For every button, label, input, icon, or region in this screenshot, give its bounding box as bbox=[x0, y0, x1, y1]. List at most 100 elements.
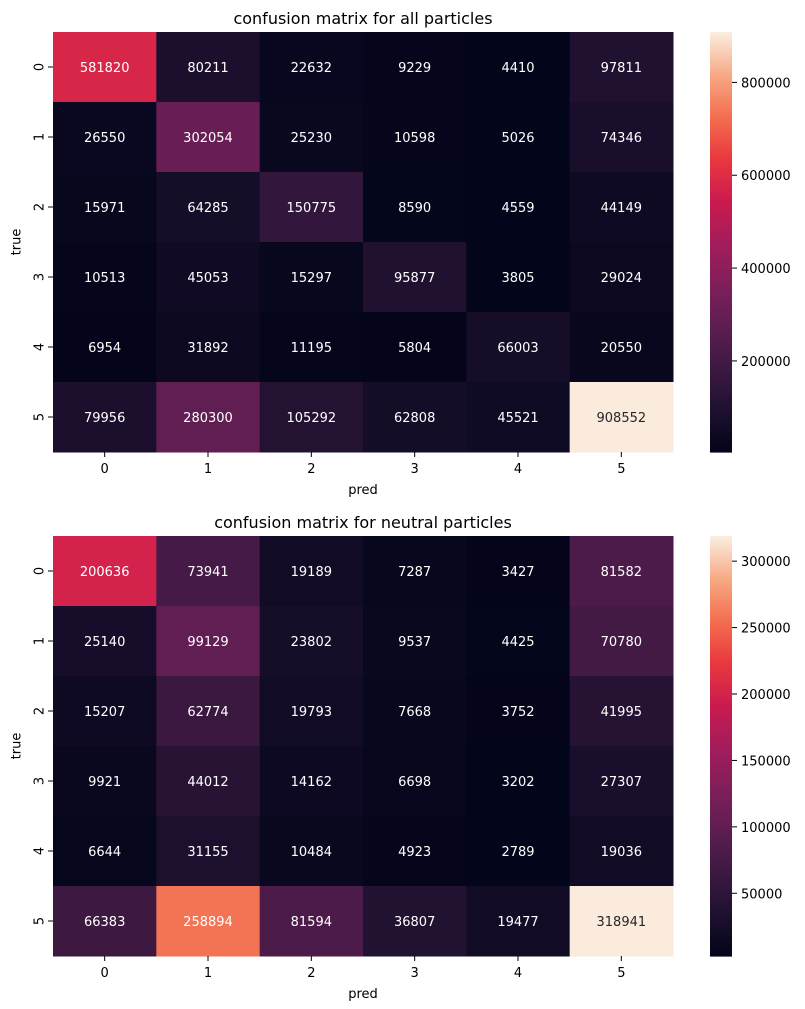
colorbar-segment bbox=[710, 725, 732, 729]
colorbar-segment bbox=[710, 119, 732, 123]
colorbar-segment bbox=[710, 200, 732, 204]
cell-value-label: 22632 bbox=[291, 61, 332, 76]
cell-value-label: 258894 bbox=[183, 915, 233, 930]
colorbar-segment bbox=[710, 683, 732, 687]
y-tick-label: 0 bbox=[33, 63, 48, 71]
colorbar-segment bbox=[710, 632, 732, 636]
colorbar-segment bbox=[710, 761, 732, 765]
colorbar-segment bbox=[710, 938, 732, 942]
heatmap-cell bbox=[53, 102, 157, 173]
heatmap-cell bbox=[259, 382, 364, 453]
colorbar-segment bbox=[710, 692, 732, 696]
colorbar-segment bbox=[710, 647, 732, 651]
colorbar-segment bbox=[710, 605, 732, 609]
colorbar-segment bbox=[710, 188, 732, 192]
cell-value-label: 105292 bbox=[287, 411, 337, 426]
heatmap-cell bbox=[53, 242, 157, 313]
colorbar-segment bbox=[710, 836, 732, 840]
colorbar-segment bbox=[710, 116, 732, 120]
colorbar-segment bbox=[710, 302, 732, 306]
heatmap-cell bbox=[53, 676, 157, 747]
colorbar-segment bbox=[710, 359, 732, 363]
colorbar-segment bbox=[710, 947, 732, 951]
y-tick-label: 1 bbox=[33, 637, 48, 645]
colorbar-segment bbox=[710, 584, 732, 588]
colorbar-segment bbox=[710, 71, 732, 75]
colorbar-segment bbox=[710, 248, 732, 252]
colorbar-segment bbox=[710, 884, 732, 888]
x-tick-label: 2 bbox=[307, 462, 315, 477]
colorbar-segment bbox=[710, 764, 732, 768]
colorbar-segment bbox=[710, 878, 732, 882]
cell-value-label: 7287 bbox=[398, 565, 431, 580]
colorbar-segment bbox=[710, 65, 732, 69]
colorbar-segment bbox=[710, 827, 732, 831]
cell-value-label: 44012 bbox=[187, 775, 228, 790]
colorbar-segment bbox=[710, 701, 732, 705]
colorbar-segment bbox=[710, 797, 732, 801]
colorbar-segment bbox=[710, 449, 732, 453]
cell-value-label: 31892 bbox=[187, 341, 228, 356]
y-tick-label: 3 bbox=[33, 273, 48, 281]
colorbar-segment bbox=[710, 794, 732, 798]
colorbar-segment bbox=[710, 638, 732, 642]
colorbar-segment bbox=[710, 596, 732, 600]
colorbar-segment bbox=[710, 728, 732, 732]
colorbar-segment bbox=[710, 671, 732, 675]
colorbar-segment bbox=[710, 722, 732, 726]
cell-value-label: 97811 bbox=[601, 61, 642, 76]
colorbar-segment bbox=[710, 38, 732, 42]
colorbar-segment bbox=[710, 95, 732, 99]
cell-value-label: 25140 bbox=[84, 635, 125, 650]
heatmap-cell bbox=[53, 536, 157, 607]
cell-value-label: 66003 bbox=[497, 341, 538, 356]
cell-value-label: 8590 bbox=[398, 201, 431, 216]
colorbar-segment bbox=[710, 785, 732, 789]
colorbar-segment bbox=[710, 629, 732, 633]
heatmap-cell bbox=[156, 816, 261, 887]
colorbar-segment bbox=[710, 380, 732, 384]
heatmap-cell bbox=[569, 312, 674, 383]
colorbar-tick-label: 300000 bbox=[741, 555, 791, 570]
colorbar-segment bbox=[710, 737, 732, 741]
cell-value-label: 62808 bbox=[394, 411, 435, 426]
colorbar-segment bbox=[710, 833, 732, 837]
colorbar-segment bbox=[710, 395, 732, 399]
colorbar-segment bbox=[710, 944, 732, 948]
cell-value-label: 45053 bbox=[187, 271, 228, 286]
heatmap-cell bbox=[569, 242, 674, 313]
colorbar-segment bbox=[710, 422, 732, 426]
colorbar-segment bbox=[710, 314, 732, 318]
colorbar-segment bbox=[710, 809, 732, 813]
colorbar-segment bbox=[710, 908, 732, 912]
colorbar-segment bbox=[710, 374, 732, 378]
heatmap-cell bbox=[569, 32, 674, 103]
cell-value-label: 3427 bbox=[501, 565, 534, 580]
colorbar-segment bbox=[710, 287, 732, 291]
colorbar-segment bbox=[710, 101, 732, 105]
cell-value-label: 29024 bbox=[601, 271, 642, 286]
x-tick-label: 0 bbox=[101, 462, 109, 477]
colorbar-segment bbox=[710, 122, 732, 126]
y-tick-label: 5 bbox=[33, 917, 48, 925]
colorbar-segment bbox=[710, 68, 732, 72]
heatmap-cell bbox=[466, 382, 571, 453]
y-tick-label: 1 bbox=[33, 133, 48, 141]
colorbar-segment bbox=[710, 425, 732, 429]
colorbar-segment bbox=[710, 566, 732, 570]
colorbar-segment bbox=[710, 896, 732, 900]
heatmap-cell bbox=[259, 32, 364, 103]
colorbar-segment bbox=[710, 371, 732, 375]
colorbar-segment bbox=[710, 338, 732, 342]
colorbar-segment bbox=[710, 890, 732, 894]
colorbar-segment bbox=[710, 842, 732, 846]
colorbar-segment bbox=[710, 335, 732, 339]
colorbar-segment bbox=[710, 356, 732, 360]
heatmap-cell bbox=[53, 382, 157, 453]
colorbar-segment bbox=[710, 674, 732, 678]
heatmap-cell bbox=[466, 312, 571, 383]
heatmap-cell bbox=[259, 242, 364, 313]
y-tick-label: 0 bbox=[33, 567, 48, 575]
colorbar-segment bbox=[710, 770, 732, 774]
colorbar-segment bbox=[710, 875, 732, 879]
